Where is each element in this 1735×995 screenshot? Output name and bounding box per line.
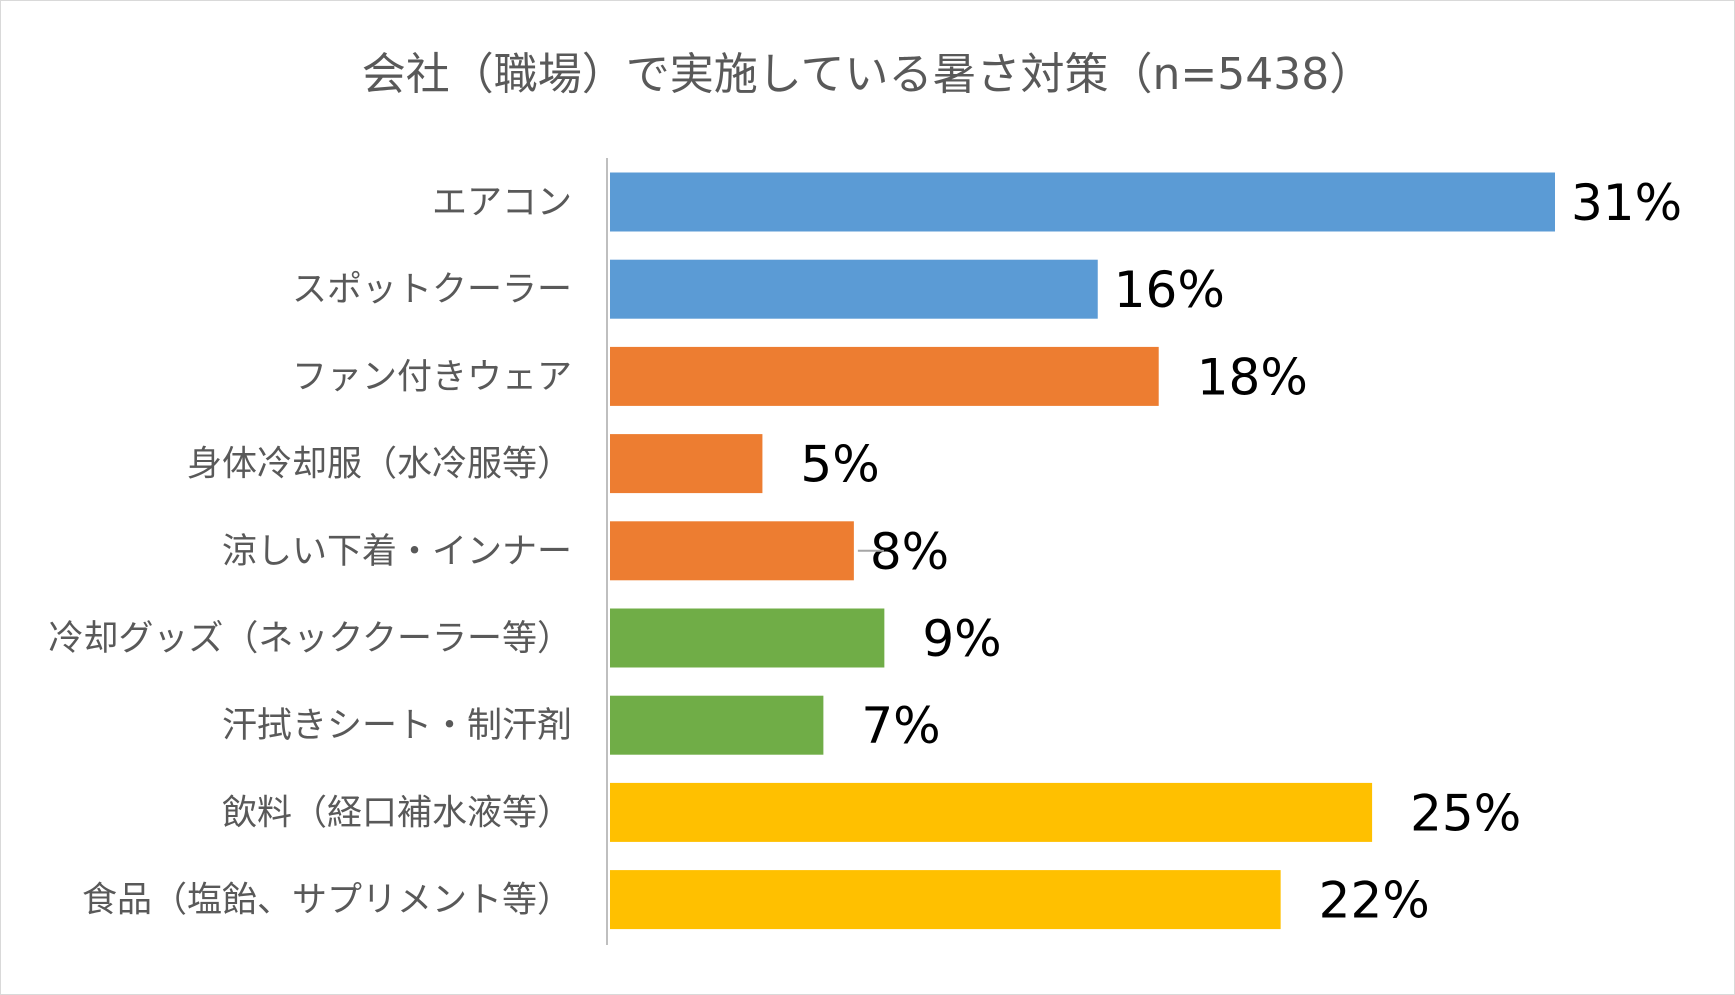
value-label: 7% — [861, 697, 940, 755]
value-label: 5% — [800, 436, 879, 494]
bar — [610, 521, 854, 581]
bar — [610, 259, 1098, 319]
bar — [610, 346, 1159, 406]
bar — [610, 870, 1281, 930]
bars — [610, 172, 1555, 930]
category-label: エアコン — [432, 183, 572, 223]
bar — [610, 434, 763, 494]
value-label: 9% — [922, 610, 1001, 668]
bar — [610, 608, 885, 668]
value-label: 18% — [1197, 348, 1308, 406]
category-label: 冷却グッズ（ネッククーラー等） — [48, 619, 572, 659]
bar — [610, 695, 824, 755]
category-label: 汗拭きシート・制汗剤 — [222, 706, 572, 746]
category-label: スポットクーラー — [292, 270, 572, 310]
bar — [610, 782, 1373, 842]
category-label: 涼しい下着・インナー — [222, 532, 572, 572]
value-label: 31% — [1571, 174, 1682, 232]
chart-title: 会社（職場）で実施している暑さ対策（n=5438） — [361, 49, 1374, 100]
category-label: ファン付きウェア — [292, 357, 572, 397]
value-labels: 31%16%18%5%8%9%7%25%22% — [800, 174, 1682, 930]
value-label: 16% — [1114, 261, 1225, 319]
value-label: 22% — [1319, 872, 1430, 930]
value-label: 25% — [1410, 784, 1521, 842]
category-label: 身体冷却服（水冷服等） — [187, 445, 572, 485]
category-label: 食品（塩飴、サプリメント等） — [82, 881, 572, 921]
bar — [610, 172, 1555, 232]
category-label: 飲料（経口補水液等） — [222, 793, 572, 833]
